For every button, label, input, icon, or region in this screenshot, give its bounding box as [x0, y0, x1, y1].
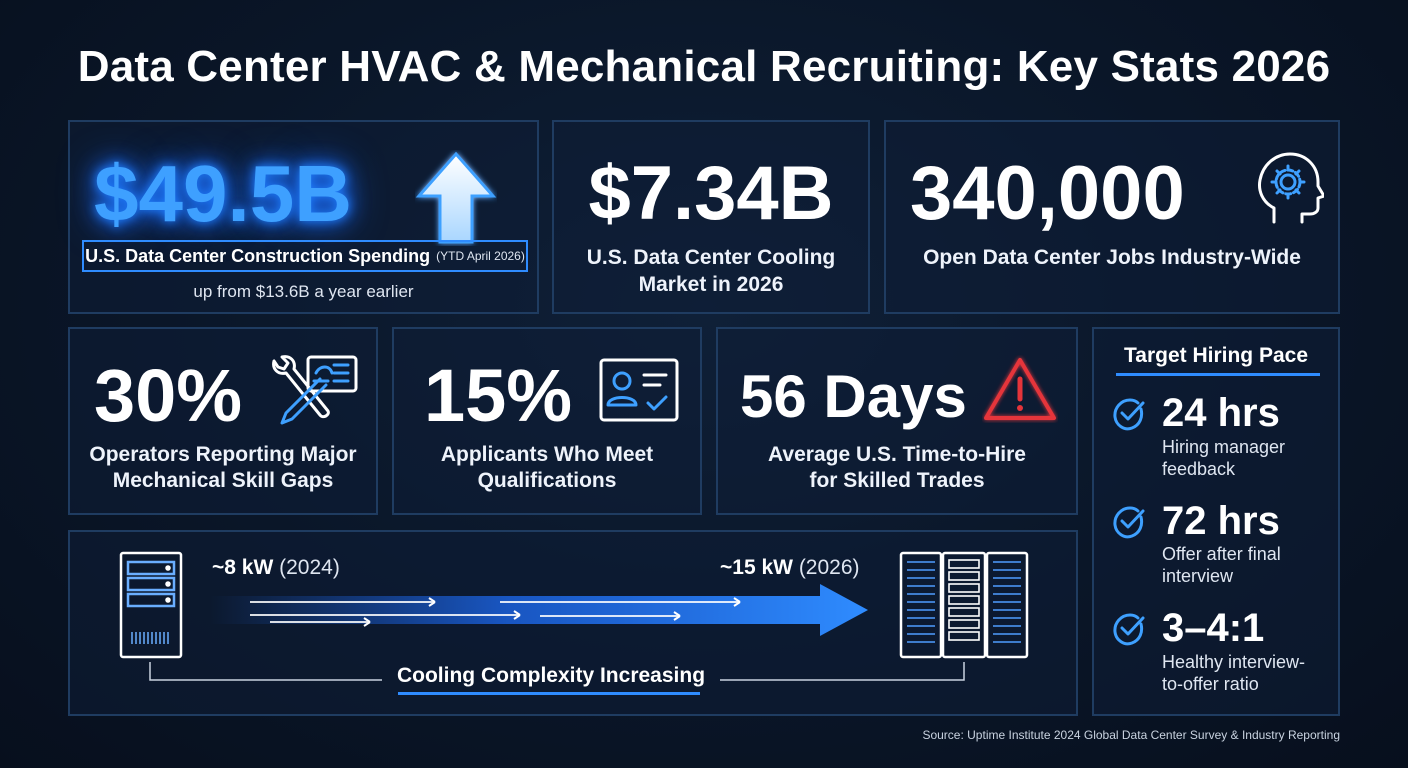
open-jobs-card: 340,000 Open Data Center Jobs Industry-W…	[884, 120, 1340, 314]
construction-spending-label-box: U.S. Data Center Construction Spending (…	[82, 240, 528, 272]
id-card-check-icon	[599, 358, 679, 422]
construction-spending-value: $49.5B	[94, 149, 352, 238]
qualified-applicants-value: 15%	[424, 354, 573, 437]
pace-desc-1b: feedback	[1162, 459, 1236, 479]
open-jobs-value: 340,000	[910, 151, 1185, 236]
heat-flow-arrow	[210, 584, 868, 636]
pace-value-3: 3–4:1	[1162, 606, 1265, 650]
server-cluster-icon	[899, 551, 1029, 659]
end-density-value: ~15 kW	[720, 556, 793, 579]
cooling-market-card: $7.34B U.S. Data Center Cooling Market i…	[552, 120, 870, 314]
pace-value-1: 24 hrs	[1162, 391, 1280, 435]
server-rack-icon	[119, 551, 183, 659]
hiring-pace-title-underline	[1116, 373, 1320, 376]
time-to-hire-label-1: Average U.S. Time-to-Hire	[768, 443, 1026, 466]
connector-lines	[149, 662, 965, 681]
pace-desc-3a: Healthy interview-	[1162, 652, 1306, 672]
cooling-complexity-caption: Cooling Complexity Increasing	[396, 664, 706, 687]
end-density-year: (2026)	[798, 556, 860, 579]
hiring-pace-panel: Target Hiring Pace 24 hrs Hiring manager…	[1092, 327, 1340, 716]
open-jobs-label: Open Data Center Jobs Industry-Wide	[923, 246, 1301, 269]
page-title: Data Center HVAC & Mechanical Recruiting…	[77, 42, 1331, 91]
check-circle-icon	[1113, 398, 1145, 431]
construction-spending-sub: up from $13.6B a year earlier	[193, 282, 414, 301]
check-circle-icon	[1113, 613, 1145, 646]
cooling-complexity-panel: ~8 kW (2024) ~15 kW (2026) Cooling Compl…	[68, 530, 1078, 716]
start-density-label: ~8 kW (2024)	[212, 556, 340, 580]
skill-gaps-value: 30%	[94, 354, 243, 437]
pace-desc-3b: to-offer ratio	[1162, 674, 1259, 694]
time-to-hire-label-2: for Skilled Trades	[809, 469, 985, 492]
skill-gaps-label-1: Operators Reporting Major	[89, 443, 357, 466]
qualified-applicants-card: 15% Applicants Who Meet Qualifications	[392, 327, 702, 515]
warning-triangle-icon	[984, 358, 1056, 420]
qualified-applicants-label-2: Qualifications	[477, 469, 617, 492]
construction-spending-card: $49.5B U.S. Data Center Construction Spe…	[68, 120, 539, 314]
pace-desc-2b: interview	[1162, 566, 1234, 586]
cooling-market-value: $7.34B	[588, 151, 834, 236]
caption-underline	[398, 692, 700, 695]
pace-desc-1a: Hiring manager	[1162, 437, 1286, 457]
start-density-value: ~8 kW	[212, 556, 274, 579]
pace-value-2: 72 hrs	[1162, 499, 1280, 543]
gear-head-icon	[1258, 152, 1324, 224]
qualified-applicants-label-1: Applicants Who Meet	[440, 443, 654, 466]
arrow-up-icon	[415, 151, 497, 244]
time-to-hire-value: 56 Days	[740, 363, 967, 430]
construction-spending-note: (YTD April 2026)	[436, 249, 525, 263]
pace-desc-2a: Offer after final	[1162, 544, 1281, 564]
cooling-market-label-1: U.S. Data Center Cooling	[586, 246, 836, 269]
construction-spending-label: U.S. Data Center Construction Spending	[85, 245, 431, 266]
source-note: Source: Uptime Institute 2024 Global Dat…	[922, 728, 1340, 742]
hiring-pace-title: Target Hiring Pace	[1124, 344, 1308, 367]
cooling-market-label-2: Market in 2026	[638, 273, 784, 296]
wrench-screwdriver-icon	[272, 355, 358, 425]
skill-gaps-card: 30% Operators Reporting Major Mechanical…	[68, 327, 378, 515]
skill-gaps-label-2: Mechanical Skill Gaps	[112, 469, 334, 492]
start-density-year: (2024)	[279, 556, 340, 579]
check-circle-icon	[1113, 506, 1145, 539]
end-density-label: ~15 kW (2026)	[720, 556, 860, 580]
time-to-hire-card: 56 Days Average U.S. Time-to-Hire for Sk…	[716, 327, 1078, 515]
